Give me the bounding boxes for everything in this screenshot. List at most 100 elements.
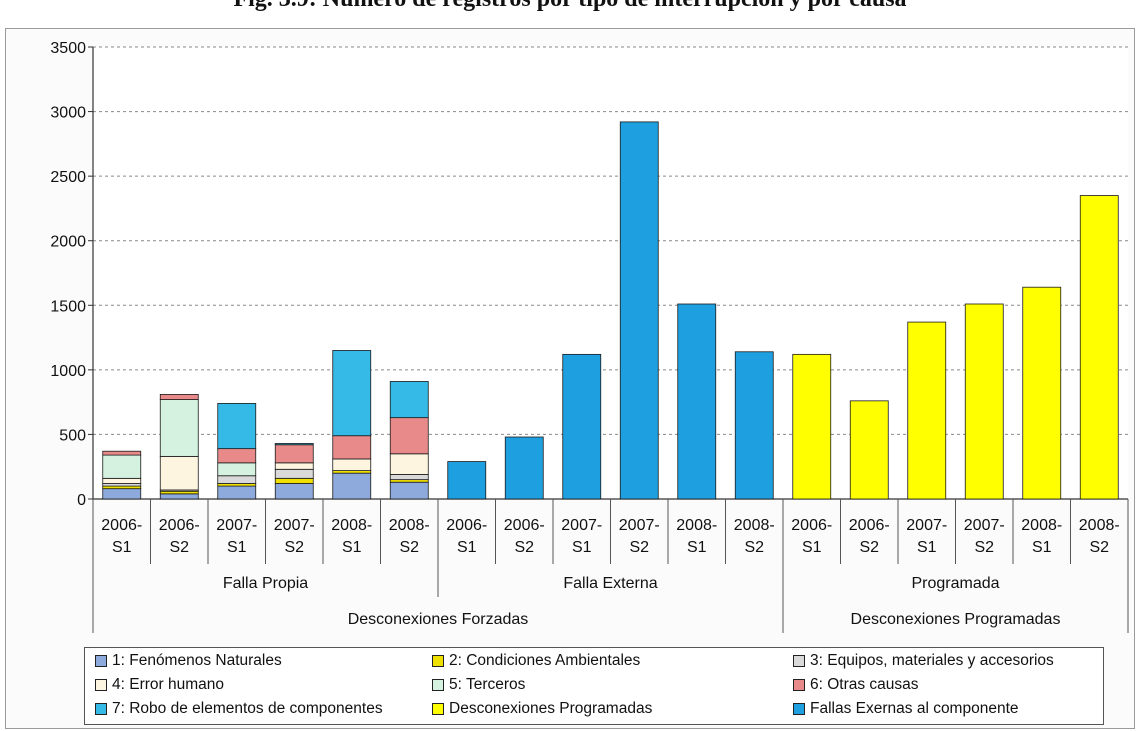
category-label-bottom: S1 [227, 539, 247, 556]
category-label-top: 2007- [216, 517, 257, 534]
legend-swatch [95, 679, 107, 691]
category-label-top: 2007- [964, 517, 1005, 534]
legend-item: 2: Condiciones Ambientales [432, 652, 640, 670]
bar-segment [332, 458, 372, 471]
legend-swatch [432, 679, 444, 691]
bar-segment [332, 435, 372, 460]
category-label-top: 2006- [791, 517, 832, 534]
category-label-bottom: S2 [629, 539, 649, 556]
bar-segment [274, 468, 314, 479]
y-tick-label: 0 [77, 492, 86, 509]
category-label-top: 2006- [159, 517, 200, 534]
bar-segment [102, 488, 142, 500]
category-label-top: 2007- [619, 517, 660, 534]
bar-segment [677, 303, 717, 500]
legend-swatch [95, 703, 107, 715]
bar-segment [964, 303, 1004, 500]
bar-segment [389, 481, 429, 500]
y-tick-label: 3500 [50, 40, 86, 57]
legend-label: 7: Robo de elementos de componentes [112, 700, 383, 717]
category-label-bottom: S2 [974, 539, 994, 556]
category-label-top: 2008- [676, 517, 717, 534]
legend-label: 5: Terceros [449, 676, 526, 693]
bar-segment [274, 443, 314, 446]
bar-segment [217, 403, 257, 450]
category-label-bottom: S1 [802, 539, 822, 556]
bar-segment [217, 462, 257, 477]
y-tick-label: 2500 [50, 169, 86, 186]
category-label-bottom: S2 [744, 539, 764, 556]
category-label-top: 2008- [734, 517, 775, 534]
category-label-bottom: S1 [457, 539, 477, 556]
bar-segment [159, 393, 199, 400]
category-label-bottom: S1 [917, 539, 937, 556]
bar-segment [447, 461, 487, 500]
category-label-top: 2007- [274, 517, 315, 534]
bar-segment [102, 454, 142, 479]
bar-segment [619, 121, 659, 500]
legend-label: 3: Equipos, materiales y accesorios [810, 652, 1054, 669]
bar-segment [562, 353, 602, 500]
bar-segment [849, 400, 889, 500]
legend-item: 7: Robo de elementos de componentes [95, 700, 383, 718]
category-label-top: 2007- [906, 517, 947, 534]
category-label-top: 2008- [389, 517, 430, 534]
category-label-top: 2008- [1021, 517, 1062, 534]
category-label-top: 2007- [561, 517, 602, 534]
legend-swatch [432, 703, 444, 715]
category-label-bottom: S1 [1032, 539, 1052, 556]
legend-item: Fallas Exernas al componente [793, 700, 1019, 718]
legend-item: 1: Fenómenos Naturales [95, 652, 282, 670]
bar-segment [217, 448, 257, 464]
category-label-bottom: S1 [687, 539, 707, 556]
category-label-bottom: S1 [572, 539, 592, 556]
category-label-bottom: S2 [514, 539, 534, 556]
group-label: Falla Propia [223, 575, 308, 592]
legend-swatch [793, 703, 805, 715]
y-tick-label: 500 [59, 427, 86, 444]
category-label-top: 2008- [1079, 517, 1120, 534]
legend-label: Fallas Exernas al componente [810, 700, 1019, 717]
bar-segment [159, 455, 199, 491]
bar-segment [389, 453, 429, 475]
bar-segment [102, 450, 142, 456]
supergroup-label: Desconexiones Forzadas [348, 611, 529, 628]
category-label-bottom: S2 [1089, 539, 1109, 556]
bar-segment [389, 417, 429, 455]
group-label: Falla Externa [563, 575, 657, 592]
bar-segment [217, 485, 257, 500]
bar-segment [217, 475, 257, 484]
figure-title: Fig. 3.9: Número de registros por tipo d… [0, 0, 1140, 13]
y-tick-label: 2000 [50, 234, 86, 251]
category-label-bottom: S1 [112, 539, 132, 556]
bar-segment [332, 472, 372, 500]
bar-segment [389, 381, 429, 419]
legend-swatch [95, 655, 107, 667]
legend-item: 4: Error humano [95, 676, 224, 694]
bar-segment [159, 399, 199, 457]
category-label-top: 2006- [504, 517, 545, 534]
bar-segment [274, 462, 314, 470]
bar-segment [734, 351, 774, 500]
bar-segment [1022, 286, 1062, 500]
bar-segment [504, 436, 544, 500]
bar-segment [389, 474, 429, 481]
legend-label: 1: Fenómenos Naturales [112, 652, 282, 669]
legend-item: 6: Otras causas [793, 676, 919, 694]
category-label-top: 2006- [849, 517, 890, 534]
bar-segment [102, 477, 142, 484]
y-tick-label: 1000 [50, 363, 86, 380]
legend-swatch [793, 655, 805, 667]
legend-item: 3: Equipos, materiales y accesorios [793, 652, 1054, 670]
category-label-top: 2006- [446, 517, 487, 534]
bar-segment [792, 353, 832, 500]
legend-label: 4: Error humano [112, 676, 224, 693]
legend-swatch [432, 655, 444, 667]
bar-segment [274, 444, 314, 464]
category-label-bottom: S2 [859, 539, 879, 556]
legend-label: 6: Otras causas [810, 676, 919, 693]
category-label-bottom: S2 [399, 539, 419, 556]
bar-segment [332, 350, 372, 437]
plot-area [93, 47, 1128, 499]
